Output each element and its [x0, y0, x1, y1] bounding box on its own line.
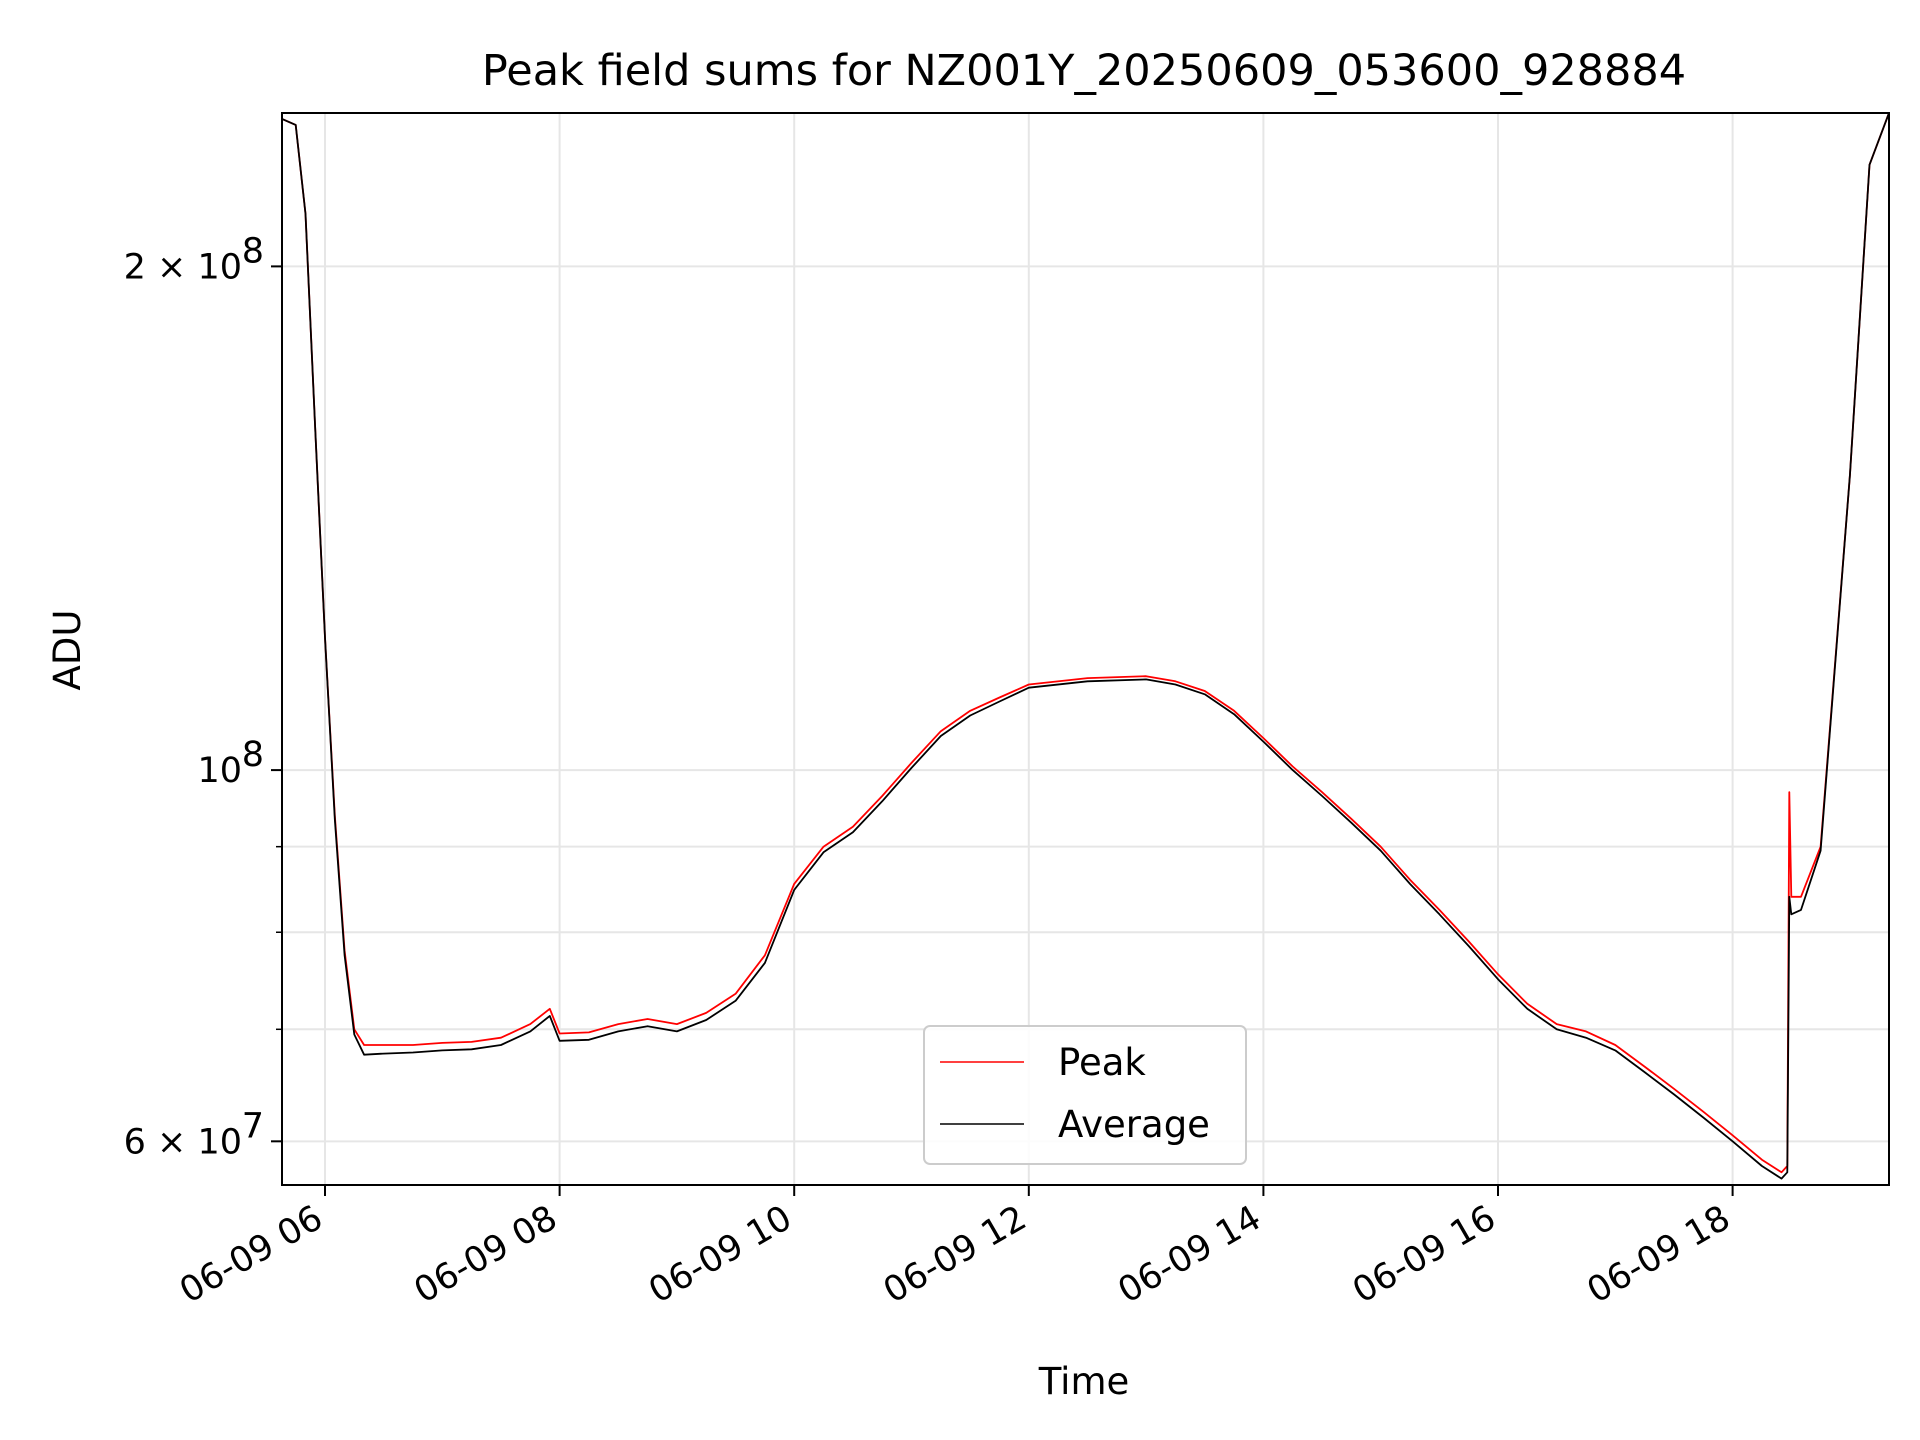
y-tick-label: 10: [197, 751, 242, 791]
series-line-peak: [281, 112, 1890, 1174]
y-tick-label: 6 × 10: [124, 1122, 242, 1162]
legend-label-peak: Peak: [1058, 1041, 1146, 1084]
plot-frame: [281, 112, 1890, 1186]
y-tick-exponent: 8: [242, 231, 264, 271]
y-tick-exponent: 7: [242, 1106, 264, 1146]
x-axis-label: Time: [1038, 1360, 1130, 1403]
legend: Peak Average: [923, 1025, 1247, 1165]
y-tick-label: 2 × 10: [124, 247, 242, 287]
series-line-average: [281, 112, 1890, 1180]
legend-frame: [923, 1025, 1247, 1165]
y-axis: 6 × 10 710 82 × 10 8: [124, 231, 282, 1162]
y-axis-label: ADU: [46, 610, 89, 691]
legend-label-average: Average: [1058, 1103, 1210, 1146]
series-layer: [281, 112, 1890, 1180]
y-tick-exponent: 8: [242, 735, 264, 775]
chart-title: Peak field sums for NZ001Y_20250609_0536…: [482, 46, 1686, 96]
